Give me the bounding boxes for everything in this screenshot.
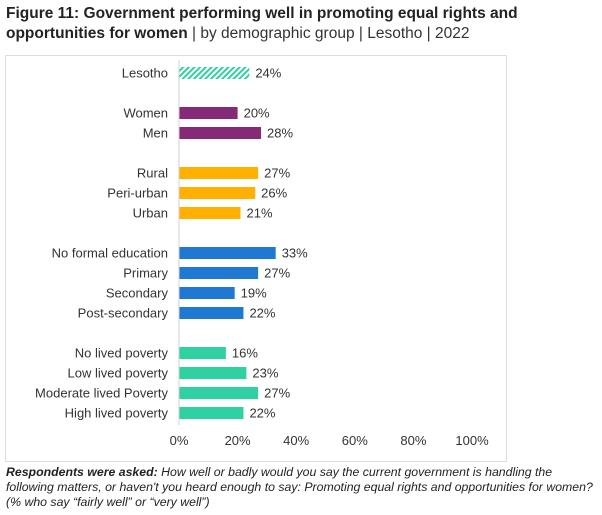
x-tick-label: 40% (283, 433, 309, 448)
data-label: 22% (249, 406, 275, 421)
bar (179, 407, 244, 419)
category-label: Low lived poverty (68, 366, 169, 381)
data-label: 24% (255, 66, 281, 81)
category-label: Peri-urban (107, 186, 168, 201)
chart-note: Respondents were asked: How well or badl… (6, 465, 598, 510)
bar (179, 307, 244, 319)
title-subtitle: | by demographic group | Lesotho | 2022 (187, 25, 470, 42)
title-bold: Figure 11: Government performing well in… (6, 5, 518, 42)
data-label: 26% (261, 186, 287, 201)
x-tick-label: 20% (225, 433, 251, 448)
category-label: No lived poverty (75, 346, 169, 361)
category-label: Secondary (106, 286, 169, 301)
x-tick-label: 100% (455, 433, 489, 448)
data-label: 27% (264, 166, 290, 181)
note-text: How well or badly would you say the curr… (6, 465, 593, 509)
chart-title: Figure 11: Government performing well in… (6, 4, 601, 44)
bar (179, 167, 259, 179)
data-label: 20% (244, 106, 270, 121)
bar (179, 387, 259, 399)
bar (179, 267, 259, 279)
bar (179, 287, 235, 299)
bar (179, 67, 250, 79)
category-label: No formal education (52, 246, 168, 261)
data-label: 28% (267, 126, 293, 141)
bar (179, 347, 226, 359)
category-label: Post-secondary (78, 306, 169, 321)
data-label: 22% (249, 306, 275, 321)
data-label: 21% (247, 206, 273, 221)
bar (179, 207, 241, 219)
chart-frame (5, 55, 507, 462)
data-label: 23% (252, 366, 278, 381)
data-label: 27% (264, 386, 290, 401)
bar (179, 187, 256, 199)
category-label: Moderate lived Poverty (35, 386, 168, 401)
category-label: Men (143, 126, 168, 141)
note-bold: Respondents were asked: (6, 465, 158, 479)
x-tick-label: 80% (400, 433, 426, 448)
category-label: Lesotho (122, 66, 168, 81)
category-label: Rural (137, 166, 168, 181)
bar (179, 107, 238, 119)
x-tick-label: 0% (170, 433, 189, 448)
category-label: Women (123, 106, 168, 121)
x-tick-label: 60% (342, 433, 368, 448)
bar (179, 247, 276, 259)
data-label: 27% (264, 266, 290, 281)
data-label: 33% (282, 246, 308, 261)
category-label: Primary (123, 266, 168, 281)
data-label: 19% (241, 286, 267, 301)
bar (179, 127, 262, 139)
category-label: High lived poverty (65, 406, 169, 421)
data-label: 16% (232, 346, 258, 361)
category-label: Urban (133, 206, 168, 221)
bar (179, 367, 247, 379)
